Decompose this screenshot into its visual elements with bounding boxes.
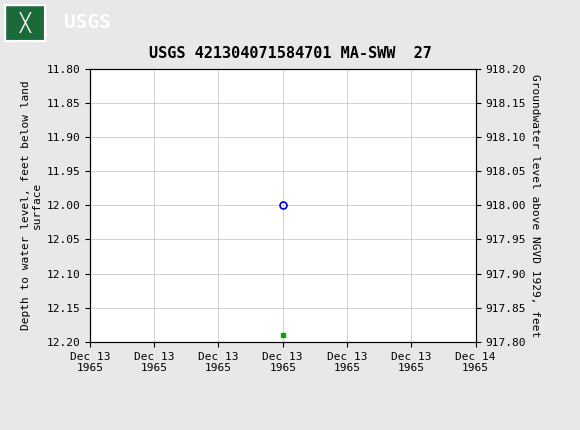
Text: ╳: ╳: [20, 12, 30, 33]
Y-axis label: Groundwater level above NGVD 1929, feet: Groundwater level above NGVD 1929, feet: [530, 74, 540, 337]
Text: USGS 421304071584701 MA-SWW  27: USGS 421304071584701 MA-SWW 27: [148, 46, 432, 61]
Text: USGS: USGS: [64, 13, 111, 32]
FancyBboxPatch shape: [5, 4, 45, 41]
Bar: [5, 4, 45, 41]
Y-axis label: Depth to water level, feet below land
surface: Depth to water level, feet below land su…: [21, 80, 42, 330]
